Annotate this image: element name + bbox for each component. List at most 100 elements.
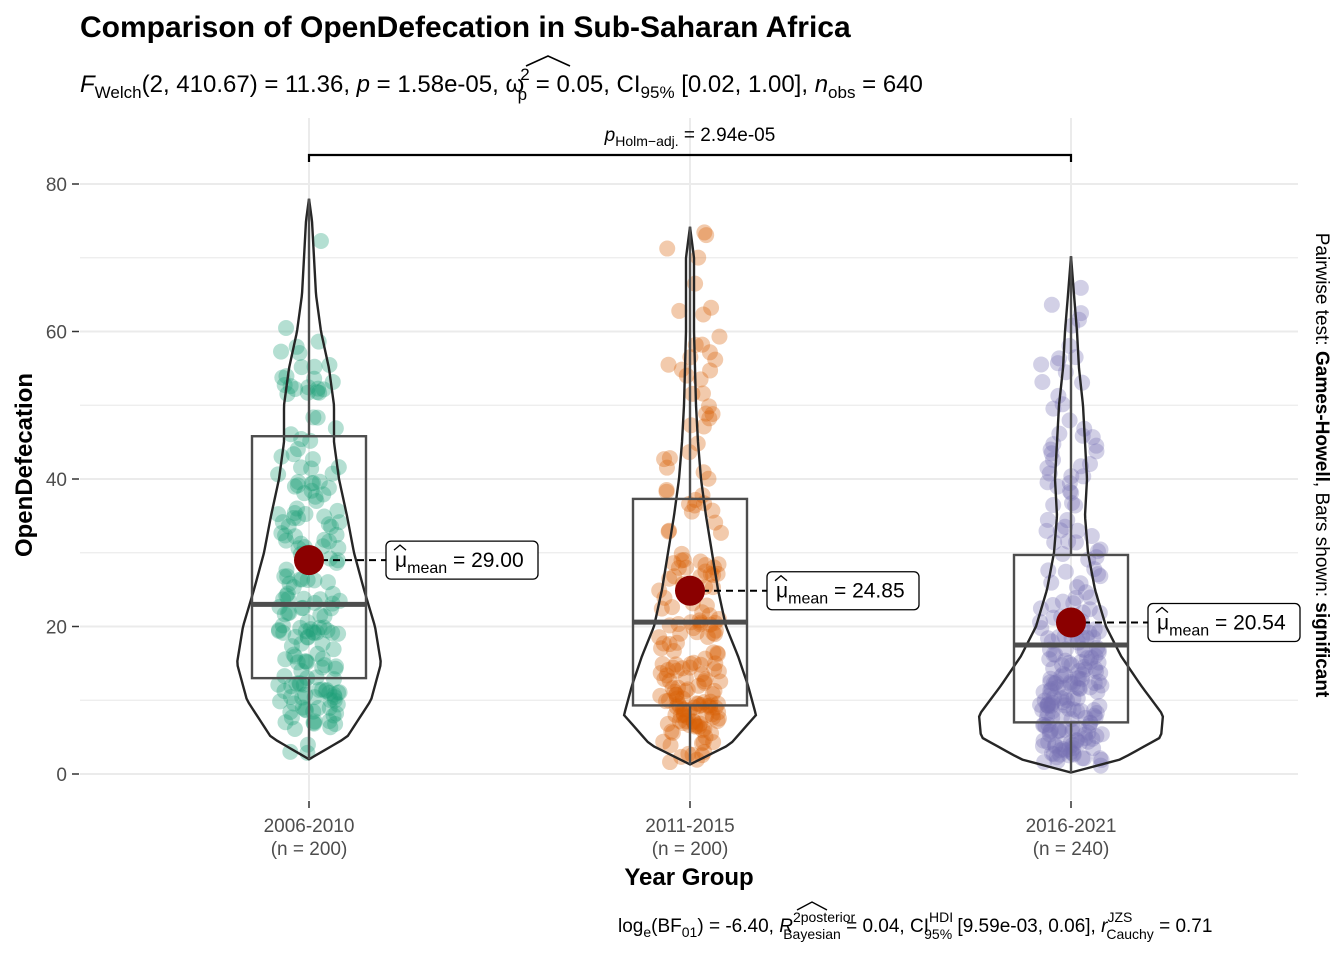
data-point [1040, 716, 1057, 733]
data-point [668, 634, 685, 651]
data-point [1082, 679, 1099, 696]
data-point [1045, 675, 1062, 692]
data-point [652, 687, 669, 704]
data-point [1051, 425, 1068, 442]
data-point [285, 509, 302, 526]
data-point [294, 689, 311, 706]
data-point [1074, 666, 1091, 683]
data-point [287, 528, 304, 545]
data-point [655, 733, 672, 750]
data-point [282, 743, 299, 760]
data-point [274, 617, 291, 634]
data-point [330, 539, 347, 556]
data-point [277, 527, 294, 544]
data-point [1060, 700, 1077, 717]
data-point [316, 657, 333, 674]
data-point [665, 659, 682, 676]
data-point [316, 508, 333, 525]
data-point [661, 673, 678, 690]
data-point [289, 510, 306, 527]
data-point [319, 622, 336, 639]
data-point [283, 709, 300, 726]
data-point [322, 719, 339, 736]
mean-label: μmean = 20.54 [1157, 612, 1286, 640]
data-point [274, 514, 291, 531]
data-point [1069, 522, 1086, 539]
data-point [1039, 511, 1056, 528]
data-point [282, 703, 299, 720]
data-point [1080, 724, 1097, 741]
data-point [326, 692, 343, 709]
data-point [1087, 647, 1104, 664]
data-point [1055, 679, 1072, 696]
data-point [1058, 692, 1075, 709]
data-point [309, 645, 326, 662]
data-point [283, 678, 300, 695]
data-point [1057, 563, 1074, 580]
data-point [1035, 717, 1052, 734]
mean-hat [774, 574, 788, 582]
data-point [666, 683, 683, 700]
data-point [1064, 723, 1081, 740]
data-point [1072, 653, 1089, 670]
data-point [1084, 429, 1101, 446]
data-point [699, 628, 716, 645]
data-point [1049, 679, 1066, 696]
data-point [1085, 629, 1102, 646]
data-point [330, 625, 347, 642]
data-point [696, 674, 713, 691]
data-point [1040, 695, 1057, 712]
data-point [1065, 740, 1082, 757]
mean-point [294, 545, 324, 576]
data-point [1055, 741, 1072, 758]
data-point [325, 641, 342, 658]
data-point [1068, 732, 1085, 749]
data-point [1055, 694, 1072, 711]
data-point [1074, 750, 1091, 767]
data-point [314, 635, 331, 652]
data-point [1086, 707, 1103, 724]
data-point [1069, 703, 1086, 720]
data-point [684, 746, 701, 763]
data-point [1091, 697, 1108, 714]
data-point [305, 475, 322, 492]
mean-hat [393, 544, 407, 551]
data-point [331, 514, 348, 531]
data-point [281, 575, 298, 592]
data-point [1067, 497, 1084, 514]
data-point [1052, 746, 1069, 763]
data-point [1077, 584, 1094, 601]
data-point [327, 716, 344, 733]
data-point [1039, 459, 1056, 476]
data-point [677, 683, 694, 700]
data-point [289, 654, 306, 671]
chart-title: Comparison of OpenDefecation in Sub-Saha… [80, 11, 851, 44]
data-point [277, 714, 294, 731]
data-point [1045, 497, 1062, 514]
data-point [668, 662, 685, 679]
data-point [1041, 687, 1058, 704]
data-point [278, 587, 295, 604]
data-point [276, 568, 293, 585]
data-point [285, 646, 302, 663]
data-point [1082, 654, 1099, 671]
data-point [1032, 696, 1049, 713]
data-point [710, 704, 727, 721]
data-point [1090, 654, 1107, 671]
data-point [298, 654, 315, 671]
data-point [1062, 674, 1079, 691]
data-point [690, 695, 707, 712]
data-point [322, 550, 339, 567]
data-point [1044, 597, 1061, 614]
data-point [314, 681, 331, 698]
mean-label-box [766, 571, 920, 611]
data-point [688, 695, 705, 712]
data-point [1053, 690, 1070, 707]
data-point [270, 622, 287, 639]
data-point [668, 690, 685, 707]
data-point [704, 686, 721, 703]
group-2011-2015: μmean = 24.85 2011-2015(n = 200) [622, 224, 920, 860]
x-tick-n-label: (n = 200) [271, 839, 348, 860]
data-point [677, 670, 694, 687]
